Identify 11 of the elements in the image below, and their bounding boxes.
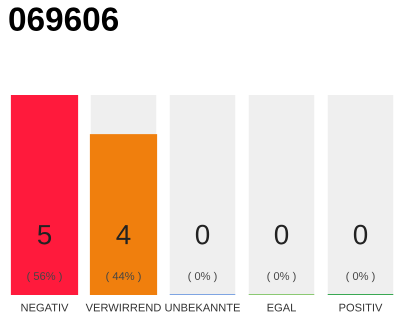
x-tick-label: NEGATIV (21, 304, 68, 312)
x-tick-label: VERWIRREND (86, 304, 161, 312)
chart-title: 069606 (9, 7, 118, 31)
data-label: 0 ( 0% ) (267, 224, 296, 282)
data-label: 0 ( 0% ) (346, 224, 375, 282)
x-tick-label: EGAL (268, 304, 296, 312)
x-tick-label: UNBEKANNTE (165, 304, 240, 312)
x-tick-label: POSITIV (339, 304, 382, 312)
data-label: 0 ( 0% ) (188, 224, 217, 282)
data-label: 5 ( 56% ) (27, 225, 62, 282)
data-label: 4 ( 44% ) (106, 225, 141, 282)
